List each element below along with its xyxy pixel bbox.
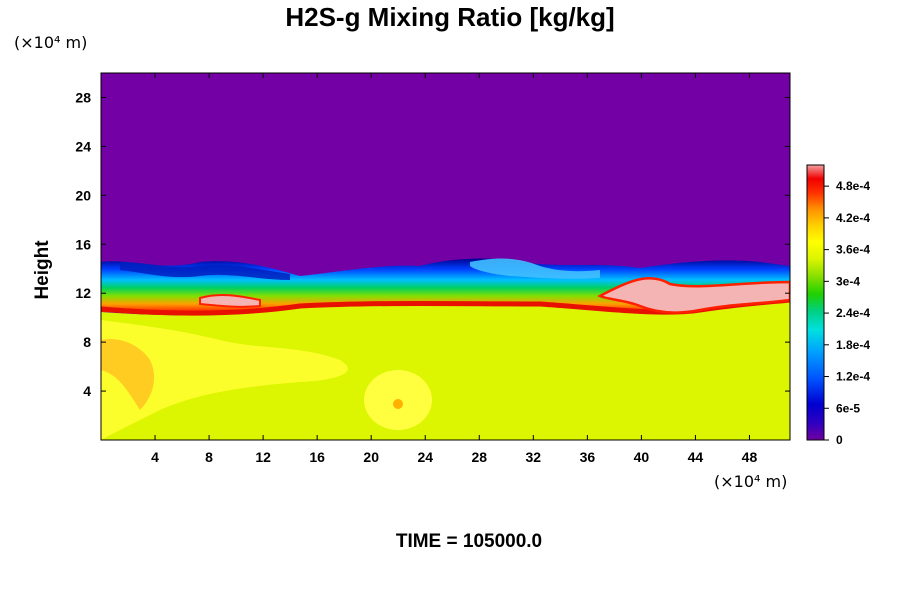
x-axis-ticks: 4 8 12 16 20 24 28 32 36 40 44 48 [151, 73, 757, 465]
colorbar-tick-label: 3e-4 [836, 274, 860, 288]
y-axis-unit: (×10⁴ m) [14, 33, 88, 52]
colorbar-tick-label: 3.6e-4 [836, 243, 870, 257]
plot-frame [100, 72, 791, 441]
y-tick-label: 16 [75, 236, 91, 252]
x-tick-label: 44 [688, 449, 704, 465]
y-tick-label: 20 [75, 187, 91, 203]
pink-band [597, 276, 790, 314]
yellow-swirl [101, 320, 348, 440]
orange-streak [101, 339, 155, 410]
y-tick-label: 8 [83, 334, 91, 350]
x-tick-label: 12 [255, 449, 271, 465]
chart-title: H2S-g Mixing Ratio [kg/kg] [285, 2, 615, 32]
y-tick-label: 4 [83, 383, 91, 399]
yellow-eddy-core [393, 399, 403, 409]
y-axis-ticks: 4 8 12 16 20 24 28 [75, 89, 790, 399]
colorbar-tick-label: 4.8e-4 [836, 179, 870, 193]
colorbar-tick-label: 0 [836, 433, 843, 447]
y-tick-label: 28 [75, 89, 91, 105]
x-tick-label: 16 [309, 449, 325, 465]
y-tick-label: 12 [75, 285, 91, 301]
heatmap-field [101, 73, 790, 440]
pink-band-left [199, 293, 261, 308]
cyan-patch [470, 258, 600, 279]
time-label: TIME = 105000.0 [395, 531, 543, 552]
x-tick-label: 32 [526, 449, 542, 465]
colorbar-tick-label: 4.2e-4 [836, 211, 870, 225]
x-axis-unit: (×10⁴ m) [714, 472, 788, 491]
x-tick-label: 36 [580, 449, 596, 465]
x-tick-label: 20 [363, 449, 379, 465]
colorbar-ticks: 0 6e-5 1.2e-4 1.8e-4 2.4e-4 3e-4 3.6e-4 4.2e-4 4… [824, 179, 870, 447]
colorbar-tick-label: 1.2e-4 [836, 370, 870, 384]
x-tick-label: 40 [634, 449, 650, 465]
colorbar-tick-label: 1.8e-4 [836, 338, 870, 352]
colorbar [806, 164, 825, 441]
x-tick-label: 48 [742, 449, 758, 465]
x-tick-label: 4 [151, 449, 159, 465]
x-tick-label: 24 [417, 449, 433, 465]
colorbar-tick-label: 2.4e-4 [836, 306, 870, 320]
x-tick-label: 8 [205, 449, 213, 465]
lower-region [101, 302, 790, 440]
x-tick-label: 28 [471, 449, 487, 465]
y-tick-label: 24 [75, 138, 91, 154]
blue-streak [120, 262, 290, 280]
colorbar-tick-label: 6e-5 [836, 401, 860, 415]
